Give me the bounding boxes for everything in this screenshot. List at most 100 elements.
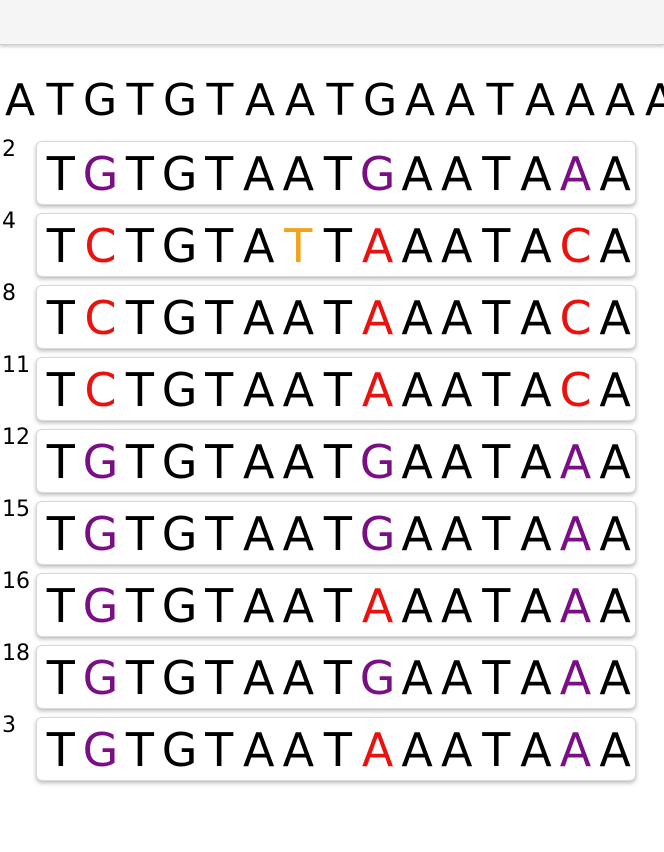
read-base: T xyxy=(482,219,511,273)
read-row[interactable]: 18 T G T G T A A T G A A T A A A xyxy=(0,642,664,717)
read-base: T xyxy=(125,363,155,417)
read-base: A xyxy=(520,147,552,201)
read-base: A xyxy=(559,651,592,705)
read-base: A xyxy=(282,291,315,345)
read-base: T xyxy=(205,363,234,417)
read-row[interactable]: 15 T G T G T A A T G A A T A A A xyxy=(0,498,664,573)
read-base: A xyxy=(599,651,631,705)
read-base: A xyxy=(401,579,433,633)
read-base: T xyxy=(482,579,511,633)
read-base: T xyxy=(482,723,511,777)
read-base: G xyxy=(82,579,119,633)
read-base: A xyxy=(559,507,592,561)
read-base: A xyxy=(520,435,552,489)
read-base: G xyxy=(359,507,396,561)
read-base: A xyxy=(401,219,433,273)
read-base: A xyxy=(401,147,433,201)
read-base: A xyxy=(401,291,433,345)
reference-base: G xyxy=(162,75,198,126)
read-base: T xyxy=(205,147,234,201)
read-base: A xyxy=(520,579,552,633)
read-base: C xyxy=(559,363,592,417)
read-base: T xyxy=(482,435,511,489)
read-base: G xyxy=(161,507,198,561)
reference-base: G xyxy=(82,75,118,126)
read-base: A xyxy=(401,723,433,777)
read-base: A xyxy=(520,651,552,705)
read-base: A xyxy=(361,579,394,633)
read-base: T xyxy=(482,291,511,345)
read-base: A xyxy=(599,507,631,561)
read-base: A xyxy=(559,579,592,633)
read-label: 8 xyxy=(2,281,16,306)
read-base: A xyxy=(441,507,473,561)
read-base: T xyxy=(205,435,234,489)
read-base: A xyxy=(441,651,473,705)
read-base: G xyxy=(82,651,119,705)
read-row[interactable]: 16 T G T G T A A T A A A T A A A xyxy=(0,569,664,645)
read-base: T xyxy=(323,363,352,417)
read-base: G xyxy=(161,579,198,633)
read-base: T xyxy=(46,723,75,777)
read-base: A xyxy=(520,723,552,777)
read-base: T xyxy=(125,651,155,705)
read-base: G xyxy=(161,363,198,417)
read-base: T xyxy=(323,723,352,777)
read-base: A xyxy=(599,147,631,201)
read-base: A xyxy=(282,363,315,417)
reference-base: A xyxy=(604,75,636,126)
reference-base: T xyxy=(326,75,354,126)
reference-base: A xyxy=(444,75,476,126)
read-base: T xyxy=(125,291,155,345)
read-base: A xyxy=(599,219,631,273)
read-label: 16 xyxy=(2,569,30,594)
read-base: C xyxy=(84,363,117,417)
read-base: T xyxy=(125,723,155,777)
read-base: A xyxy=(520,219,552,273)
read-label: 4 xyxy=(2,209,16,234)
read-base: T xyxy=(46,291,75,345)
read-base: G xyxy=(82,147,119,201)
read-base: G xyxy=(82,435,119,489)
read-base: A xyxy=(243,363,275,417)
read-base: A xyxy=(441,147,473,201)
reference-base: T xyxy=(126,75,154,126)
read-base: T xyxy=(205,651,234,705)
read-base: A xyxy=(599,363,631,417)
reference-base: G xyxy=(362,75,398,126)
read-base: T xyxy=(482,507,511,561)
read-base: A xyxy=(441,579,473,633)
read-base: G xyxy=(82,507,119,561)
read-base: A xyxy=(361,363,394,417)
read-base: A xyxy=(282,147,315,201)
read-base: A xyxy=(441,291,473,345)
read-label: 12 xyxy=(2,425,30,450)
read-base: T xyxy=(323,579,352,633)
read-base: A xyxy=(282,579,315,633)
read-row[interactable]: 12 T G T G T A A T G A A T A A A xyxy=(0,425,664,501)
read-base: A xyxy=(599,435,631,489)
read-base: T xyxy=(46,219,75,273)
read-base: A xyxy=(243,147,275,201)
read-base: A xyxy=(243,435,275,489)
read-row[interactable]: 11 T C T G T A A T A A A T A C A xyxy=(0,354,664,429)
